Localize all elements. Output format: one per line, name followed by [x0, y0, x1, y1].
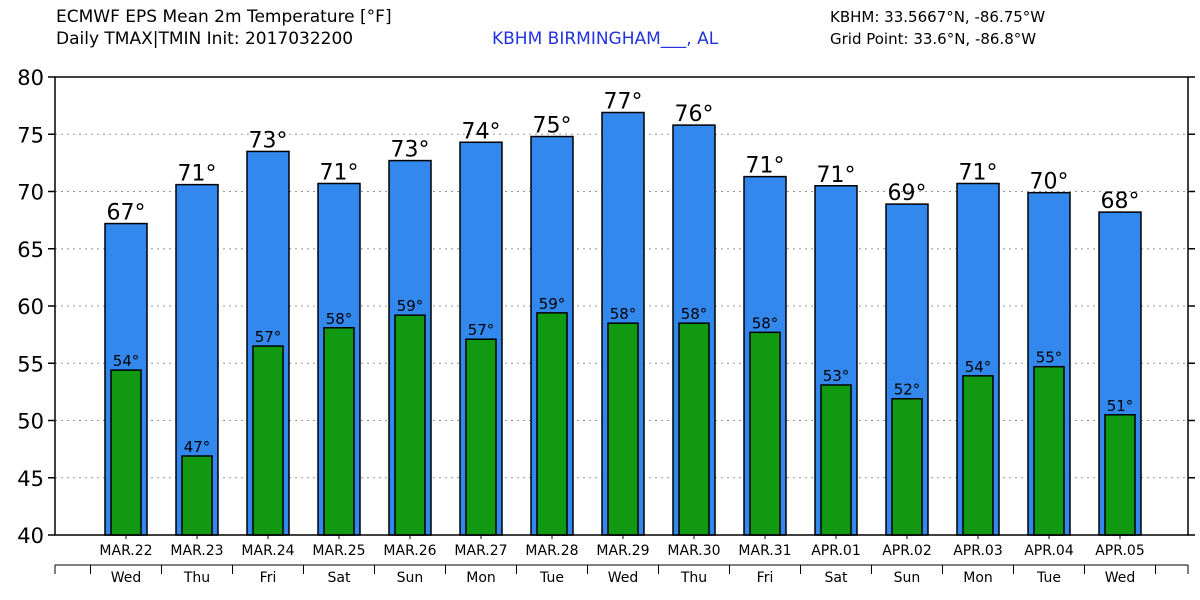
y-tick-label: 60: [17, 295, 44, 319]
tmax-data-label: 74°: [462, 119, 501, 144]
weekday-tick-label: Sun: [894, 570, 921, 586]
tmin-bar: [465, 338, 497, 536]
date-tick-label: MAR.25: [312, 543, 365, 559]
tmax-data-label: 71°: [817, 163, 856, 188]
date-tick-label: MAR.27: [454, 543, 507, 559]
tmin-data-label: 58°: [681, 305, 708, 323]
date-tick-label: MAR.23: [170, 543, 223, 559]
tmin-bar: [962, 375, 994, 536]
chart-title: ECMWF EPS Mean 2m Temperature [°F]: [56, 7, 392, 27]
tmin-data-label: 58°: [610, 305, 637, 323]
y-tick-label: 55: [17, 352, 44, 376]
date-tick-label: MAR.22: [99, 543, 152, 559]
tmax-data-label: 68°: [1101, 189, 1140, 214]
tmax-data-label: 71°: [746, 154, 785, 179]
tmin-bar: [110, 369, 142, 536]
weekday-tick-label: Wed: [111, 570, 142, 586]
tmin-data-label: 58°: [752, 314, 779, 332]
weekday-tick-label: Thu: [183, 570, 210, 586]
date-tick-label: MAR.30: [667, 543, 720, 559]
date-tick-label: APR.04: [1024, 543, 1074, 559]
weekday-tick-label: Thu: [680, 570, 707, 586]
weekday-tick-label: Sat: [825, 570, 848, 586]
weekday-tick-label: Tue: [539, 570, 564, 586]
tmax-data-label: 71°: [959, 160, 998, 185]
tmin-data-label: 51°: [1107, 397, 1134, 415]
tmin-bar: [394, 314, 426, 536]
date-tick-label: APR.03: [953, 543, 1003, 559]
weekday-tick-label: Tue: [1036, 570, 1061, 586]
tmax-data-label: 71°: [178, 162, 217, 187]
y-tick-label: 70: [17, 181, 44, 205]
weekday-tick-label: Sun: [397, 570, 424, 586]
tmax-data-label: 70°: [1030, 170, 1069, 195]
weekday-tick-label: Mon: [466, 570, 496, 586]
grid-point: Grid Point: 33.6°N, -86.8°W: [830, 30, 1037, 48]
station-name: KBHM BIRMINGHAM___, AL: [492, 29, 719, 49]
tmin-data-label: 57°: [255, 328, 282, 346]
tmin-bar: [181, 455, 213, 536]
date-tick-label: APR.05: [1095, 543, 1145, 559]
y-tick-label: 75: [17, 123, 44, 147]
date-tick-label: MAR.24: [241, 543, 294, 559]
tmin-data-label: 52°: [894, 381, 921, 399]
date-tick-label: APR.02: [882, 543, 932, 559]
date-tick-label: MAR.29: [596, 543, 649, 559]
date-tick-label: MAR.28: [525, 543, 578, 559]
tmin-bar: [749, 331, 781, 536]
tmin-bar: [820, 384, 852, 536]
station-coordinates: KBHM: 33.5667°N, -86.75°W: [830, 8, 1046, 26]
tmin-bar: [252, 345, 284, 536]
tmin-bar: [678, 322, 710, 536]
y-tick-label: 45: [17, 467, 44, 491]
weekday-tick-label: Wed: [608, 570, 639, 586]
tmax-data-label: 67°: [107, 201, 146, 226]
y-tick-label: 40: [17, 524, 44, 548]
chart-subtitle: Daily TMAX|TMIN Init: 2017032200: [56, 29, 354, 49]
tmin-data-label: 55°: [1036, 349, 1063, 367]
weekday-tick-label: Wed: [1105, 570, 1136, 586]
tmin-data-label: 53°: [823, 367, 850, 385]
tmin-bar: [607, 322, 639, 536]
tmin-bar: [1033, 365, 1065, 536]
weekday-tick-label: Fri: [260, 570, 277, 586]
tmax-data-label: 69°: [888, 181, 927, 206]
tmax-data-label: 73°: [249, 128, 288, 153]
tmin-data-label: 54°: [965, 358, 992, 376]
tmin-bar: [1104, 414, 1136, 536]
weekday-tick-label: Mon: [963, 570, 993, 586]
tmin-data-label: 59°: [539, 295, 566, 313]
tmax-data-label: 73°: [391, 138, 430, 163]
y-tick-label: 65: [17, 238, 44, 262]
tmin-data-label: 59°: [397, 297, 424, 315]
tmin-data-label: 54°: [113, 352, 140, 370]
tmin-data-label: 47°: [184, 438, 211, 456]
tmin-bar: [536, 312, 568, 536]
date-tick-label: APR.01: [811, 543, 861, 559]
tmin-bar: [323, 327, 355, 536]
tmax-data-label: 77°: [604, 89, 643, 114]
tmax-data-label: 71°: [320, 160, 359, 185]
weekday-tick-label: Fri: [757, 570, 774, 586]
tmin-bar: [891, 397, 923, 536]
date-tick-label: MAR.31: [738, 543, 791, 559]
tmin-data-label: 58°: [326, 310, 353, 328]
tmax-data-label: 75°: [533, 114, 572, 139]
date-tick-label: MAR.26: [383, 543, 436, 559]
y-tick-label: 80: [17, 66, 44, 90]
tmin-data-label: 57°: [468, 321, 495, 339]
tmax-data-label: 76°: [675, 102, 714, 127]
y-tick-label: 50: [17, 410, 44, 434]
weekday-tick-label: Sat: [328, 570, 351, 586]
